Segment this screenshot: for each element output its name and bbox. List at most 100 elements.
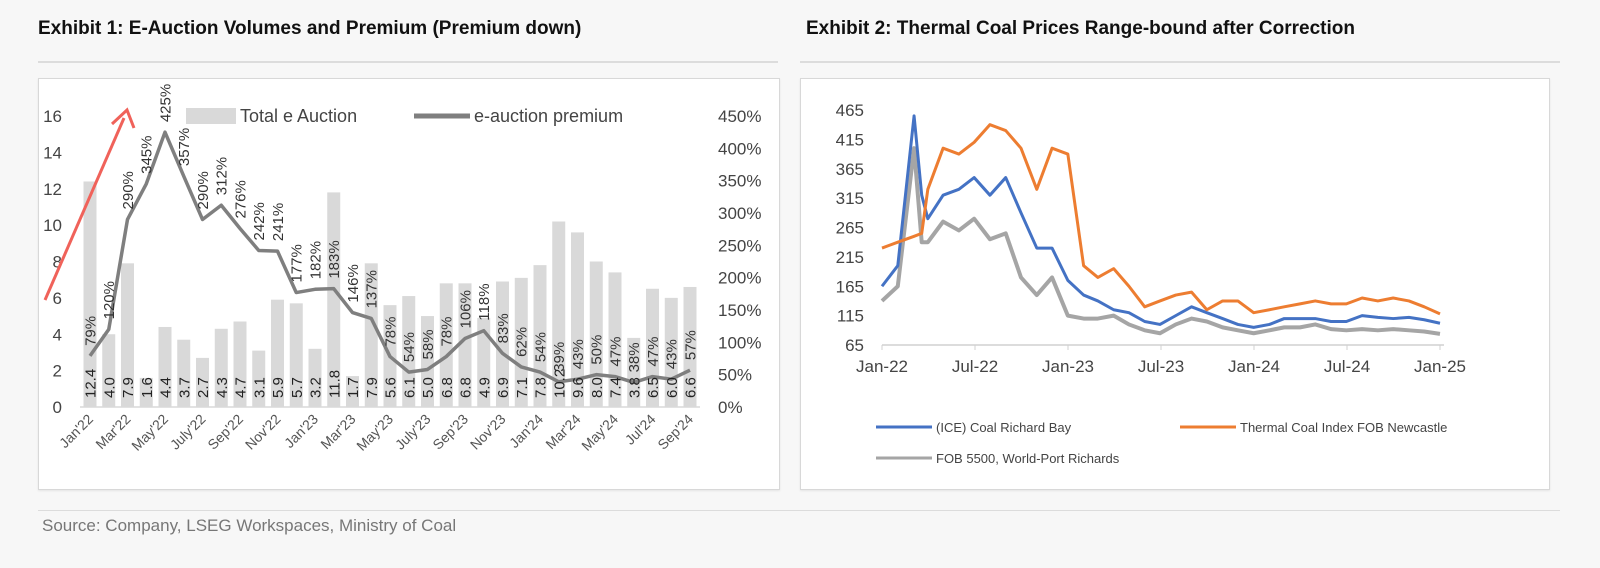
premium-data-label: 312% [214, 157, 231, 195]
exhibit2-title: Exhibit 2: Thermal Coal Prices Range-bou… [806, 18, 1355, 39]
red-arrowhead-icon [110, 107, 136, 129]
x-tick-label: Jan-23 [1042, 357, 1094, 376]
bar-total-e-auction [627, 337, 641, 407]
premium-data-label: 241% [270, 203, 287, 241]
y-right-tick-label: 300% [718, 204, 761, 223]
premium-data-label: 118% [476, 283, 493, 320]
bar-total-e-auction [571, 232, 584, 407]
bar-data-label: 6.9 [495, 377, 512, 398]
bar-data-label: 5.0 [420, 377, 437, 398]
premium-data-label: 137% [364, 270, 381, 308]
bar-total-e-auction [683, 286, 697, 407]
bar-data-label: 5.6 [383, 377, 400, 398]
x-tick-label: Jul-24 [1324, 357, 1370, 376]
bar-data-label: 7.9 [364, 377, 381, 398]
legend-label: FOB 5500, World-Port Richards [936, 451, 1120, 466]
bar-total-e-auction [289, 303, 303, 407]
premium-data-label: 290% [195, 171, 212, 209]
bar-data-label: 8.0 [589, 377, 606, 398]
bar-total-e-auction [552, 221, 566, 407]
bar-data-label: 5.7 [289, 377, 306, 398]
x-tick-label: Jul-23 [1138, 357, 1184, 376]
exhibit1-title: Exhibit 1: E-Auction Volumes and Premium… [38, 18, 582, 39]
bar-total-e-auction [102, 334, 116, 407]
line-e-auction-premium [88, 130, 691, 385]
bar-data-label: 1.6 [139, 377, 156, 398]
bar-data-label: 3.2 [308, 377, 325, 398]
bar-total-e-auction [177, 339, 191, 407]
bar-data-label: 3.7 [176, 377, 193, 398]
y-left-tick-label: 0 [53, 398, 62, 417]
bar-total-e-auction [196, 357, 209, 407]
bar-total-e-auction [496, 281, 509, 407]
y-left-tick-label: 16 [43, 107, 62, 126]
y-right-tick-label: 450% [718, 107, 761, 126]
bar-total-e-auction [439, 283, 453, 407]
bar-total-e-auction [252, 350, 266, 407]
x-tick-label: Jul-22 [952, 357, 998, 376]
bar-data-label: 6.0 [664, 377, 681, 398]
premium-data-label: 39% [551, 342, 568, 372]
bar-data-label: 2.7 [195, 377, 212, 398]
y-left-tick-label: 10 [43, 216, 62, 235]
bar-total-e-auction [477, 317, 491, 407]
premium-data-label: 58% [420, 329, 437, 359]
bar-total-e-auction [364, 263, 378, 407]
bar-data-label: 7.9 [120, 377, 137, 398]
exhibit1-panel [38, 78, 780, 490]
y-tick-label: 415 [836, 130, 864, 149]
source-divider [38, 510, 1560, 511]
bar-data-label: 12.4 [83, 369, 100, 398]
premium-data-label: 54% [533, 332, 550, 362]
y-tick-label: 65 [845, 336, 864, 355]
bar-data-label: 4.7 [233, 377, 250, 398]
bar-data-label: 6.1 [401, 377, 418, 398]
bar-data-label: 9.6 [570, 377, 587, 398]
bar-data-label: 6.8 [458, 377, 475, 398]
bar-data-label: 4.4 [158, 377, 175, 398]
bar-data-label: 6.8 [439, 377, 456, 398]
bar-data-label: 4.3 [214, 377, 231, 398]
bar-data-label: 6.5 [645, 377, 662, 398]
premium-data-label: 425% [158, 84, 175, 122]
premium-data-label: 38% [626, 342, 643, 372]
premium-data-label: 177% [289, 244, 306, 282]
premium-data-label: 290% [120, 171, 137, 209]
bar-total-e-auction [589, 261, 603, 407]
bar-data-label: 6.6 [683, 377, 700, 398]
series-line [880, 146, 1441, 336]
bar-data-label: 7.1 [514, 377, 531, 398]
premium-data-label: 78% [439, 317, 456, 347]
premium-data-label: 62% [514, 327, 531, 357]
bar-data-label: 1.7 [345, 377, 362, 398]
y-left-tick-label: 14 [43, 143, 62, 162]
series-line [881, 123, 1441, 316]
bar-data-label: 7.4 [608, 377, 625, 398]
premium-data-label: 54% [401, 332, 418, 362]
premium-data-label: 182% [308, 241, 325, 279]
bar-data-label: 5.9 [270, 377, 287, 398]
premium-data-label: 50% [589, 335, 606, 365]
y-right-tick-label: 0% [718, 398, 743, 417]
premium-data-label: 120% [101, 281, 118, 319]
premium-data-label: 146% [345, 264, 362, 302]
bar-total-e-auction [233, 321, 247, 407]
y-right-tick-label: 250% [718, 236, 761, 255]
bar-data-label: 4.9 [476, 377, 493, 398]
premium-data-label: 47% [608, 337, 625, 367]
bar-total-e-auction [308, 348, 322, 407]
y-right-tick-label: 200% [718, 269, 761, 288]
premium-data-label: 78% [383, 317, 400, 347]
bar-total-e-auction [121, 263, 134, 407]
y-right-tick-label: 400% [718, 139, 761, 158]
y-right-tick-label: 100% [718, 333, 761, 352]
y-right-tick-label: 50% [718, 366, 752, 385]
y-tick-label: 465 [836, 101, 864, 120]
bar-total-e-auction [271, 299, 284, 407]
bar-total-e-auction [327, 192, 341, 407]
legend-swatch-total-e-auction [186, 108, 236, 124]
premium-data-label: 43% [664, 339, 681, 369]
premium-data-label: 47% [645, 337, 662, 367]
title-divider-1 [38, 61, 778, 63]
